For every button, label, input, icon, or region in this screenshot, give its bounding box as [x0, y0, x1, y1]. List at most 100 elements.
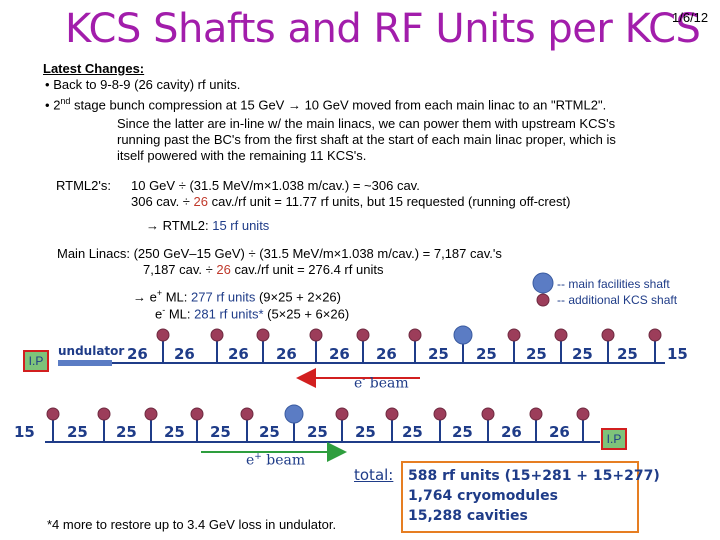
total-cryomodules: 1,764 cryomodules — [408, 488, 558, 504]
top-value-8: 25 — [476, 345, 497, 363]
rtml-line-2-c: cav./rf unit = 11.77 rf units, but 15 re… — [208, 194, 571, 209]
rtml-result: → RTML2: 15 rf units — [146, 218, 269, 234]
pos-units: 277 rf units — [191, 289, 256, 305]
rtml-result-units: 15 rf units — [212, 218, 270, 233]
pos-a: → e — [133, 289, 157, 305]
total-label: total: — [354, 466, 394, 484]
bullet-dot-icon: • — [45, 77, 50, 92]
legend-main-label: -- main facilities shaft — [557, 277, 670, 291]
bottom-shaft-1-icon — [46, 407, 60, 421]
bottom-value-12: 26 — [549, 423, 570, 441]
footnote: *4 more to restore up to 3.4 GeV loss in… — [47, 517, 337, 532]
neg-b: ML: — [165, 306, 195, 322]
top-shaft-10-icon — [601, 328, 615, 342]
top-shaft-6-icon — [408, 328, 422, 342]
neg-d: (5×25 + 6×26) — [263, 306, 350, 322]
eminus-sup: - — [362, 375, 366, 385]
legend-main-shaft-icon — [532, 272, 554, 294]
bullet-2-sup: nd — [60, 96, 71, 106]
slide-date: 1/6/12 — [672, 10, 709, 25]
top-shaft-7-icon — [453, 325, 473, 345]
bullet-dot-icon: • — [45, 97, 50, 113]
undulator-label: undulator — [58, 344, 125, 358]
linacs-positron: → e+ ML: 277 rf units (9×25 + 2×26) — [133, 285, 341, 305]
top-shaft-8-icon — [507, 328, 521, 342]
neg-sup: - — [162, 305, 166, 315]
ip-box-left: I.P — [23, 350, 49, 372]
bottom-shaft-7-icon — [335, 407, 349, 421]
rtml-line-1: 10 GeV ÷ (31.5 MeV/m×1.038 m/cav.) = ~30… — [131, 178, 420, 193]
linacs-line-2-c: cav./rf unit = 276.4 rf units — [230, 262, 384, 277]
pos-d: (9×25 + 2×26) — [255, 289, 341, 305]
top-value-9: 25 — [526, 345, 547, 363]
rtml-line-2-a: 306 cav. ÷ — [131, 194, 194, 209]
rtml-line-2: 306 cav. ÷ 26 cav./rf unit = 11.77 rf un… — [131, 194, 570, 210]
positron-beam-label: e+ beam — [246, 452, 305, 469]
bullet-2-post: stage bunch compression at 15 GeV → 10 G… — [70, 97, 607, 113]
bullet-2-pre: 2 — [53, 97, 61, 113]
para-line-3: itself powered with the remaining 11 KCS… — [117, 148, 367, 163]
top-shaft-11-icon — [648, 328, 662, 342]
linacs-cavity-count: 26 — [216, 262, 231, 277]
eminus-b: beam — [365, 375, 409, 392]
bottom-shaft-12-icon — [576, 407, 590, 421]
total-box — [401, 461, 639, 533]
top-value-4: 26 — [276, 345, 297, 363]
top-value-12: 15 — [667, 345, 688, 363]
legend-additional-shaft-icon — [536, 293, 550, 307]
top-shaft-5-icon — [356, 328, 370, 342]
bottom-shaft-3-icon — [144, 407, 158, 421]
ip-box-right: I.P — [601, 428, 627, 450]
bottom-shaft-10-icon — [481, 407, 495, 421]
bottom-value-6: 25 — [259, 423, 280, 441]
bottom-value-8: 25 — [355, 423, 376, 441]
top-shafts — [156, 325, 662, 363]
changes-paragraph: Since the latter are in-line w/ the main… — [117, 116, 616, 164]
bottom-value-2: 25 — [67, 423, 88, 441]
bottom-shaft-4-icon — [190, 407, 204, 421]
rtml-result-a: → RTML2: — [146, 218, 213, 233]
legend-additional-label: -- additional KCS shaft — [557, 293, 678, 307]
bottom-shafts — [46, 404, 590, 442]
total-rf-units: 588 rf units (15+281 + 15+277) — [408, 468, 660, 484]
top-value-5: 26 — [329, 345, 350, 363]
slide-title: KCS Shafts and RF Units per KCS — [65, 6, 701, 52]
neg-a: e — [155, 306, 163, 322]
para-line-2: running past the BC's from the first sha… — [117, 132, 616, 147]
eplus-a: e — [246, 452, 255, 469]
neg-units: 281 rf units* — [194, 306, 264, 322]
para-line-1: Since the latter are in-line w/ the main… — [117, 116, 616, 131]
top-shaft-3-icon — [256, 328, 270, 342]
total-cavities: 15,288 cavities — [408, 508, 528, 524]
bottom-shaft-8-icon — [385, 407, 399, 421]
changes-heading: Latest Changes: — [43, 61, 145, 76]
bullet-2: • 2nd stage bunch compression at 15 GeV … — [45, 93, 606, 113]
top-value-6: 26 — [376, 345, 397, 363]
eplus-b: beam — [261, 452, 306, 469]
bullet-1: • Back to 9-8-9 (26 cavity) rf units. — [45, 77, 240, 93]
top-value-11: 25 — [617, 345, 638, 363]
bottom-value-9: 25 — [402, 423, 423, 441]
top-value-3: 26 — [228, 345, 249, 363]
bottom-shaft-6-icon — [284, 404, 304, 424]
bottom-value-3: 25 — [116, 423, 137, 441]
bottom-value-4: 25 — [164, 423, 185, 441]
linacs-line-1: Main Linacs: (250 GeV–15 GeV) ÷ (31.5 Me… — [57, 246, 502, 261]
bullet-1-text: Back to 9-8-9 (26 cavity) rf units. — [53, 77, 241, 92]
pos-sup: + — [156, 288, 163, 298]
pos-b: ML: — [162, 289, 192, 305]
top-shaft-1-icon — [156, 328, 170, 342]
rtml-cavity-count: 26 — [193, 194, 209, 209]
top-value-7: 25 — [428, 345, 449, 363]
bottom-shaft-11-icon — [529, 407, 543, 421]
bottom-shaft-9-icon — [433, 407, 447, 421]
total-summary: 588 rf units (15+281 + 15+277) 1,764 cry… — [408, 466, 660, 526]
top-shaft-4-icon — [309, 328, 323, 342]
linacs-electron: e- ML: 281 rf units* (5×25 + 6×26) — [155, 302, 349, 322]
bottom-value-1: 15 — [14, 423, 35, 441]
top-shaft-9-icon — [554, 328, 568, 342]
bottom-value-5: 25 — [210, 423, 231, 441]
bottom-value-11: 26 — [501, 423, 522, 441]
top-value-2: 26 — [174, 345, 195, 363]
